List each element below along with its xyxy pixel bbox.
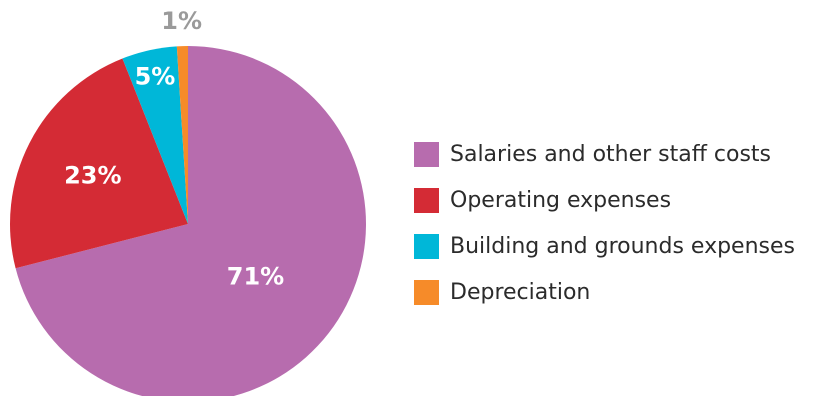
legend-swatch — [414, 142, 439, 167]
legend-swatch — [414, 234, 439, 259]
legend-item-salaries-and-other-staff-costs: Salaries and other staff costs — [414, 142, 771, 167]
legend-item-depreciation: Depreciation — [414, 280, 590, 305]
slice-label-depreciation: 1% — [161, 7, 202, 35]
pie-slices — [9, 46, 366, 396]
legend-item-building-and-grounds-expenses: Building and grounds expenses — [414, 234, 795, 259]
legend-label: Building and grounds expenses — [450, 234, 795, 259]
legend-label: Operating expenses — [450, 188, 671, 213]
legend-item-operating-expenses: Operating expenses — [414, 188, 671, 213]
slice-label-salaries-and-other-staff-costs: 71% — [227, 262, 284, 290]
legend-label: Depreciation — [450, 280, 590, 305]
legend-swatch — [414, 280, 439, 305]
pie-slice-building-and-grounds-expenses — [122, 46, 188, 224]
slice-label-operating-expenses: 23% — [64, 162, 121, 190]
legend: Salaries and other staff costs Operating … — [414, 142, 795, 305]
legend-swatch — [414, 188, 439, 213]
pie-slice-depreciation — [176, 46, 188, 224]
slice-label-building-and-grounds-expenses: 5% — [135, 62, 176, 90]
legend-label: Salaries and other staff costs — [450, 142, 771, 167]
pie-slice-salaries-and-other-staff-costs — [15, 46, 366, 396]
pie-labels: 71% 23% 5% 1% — [64, 7, 284, 290]
pie-slice-operating-expenses — [9, 58, 189, 269]
